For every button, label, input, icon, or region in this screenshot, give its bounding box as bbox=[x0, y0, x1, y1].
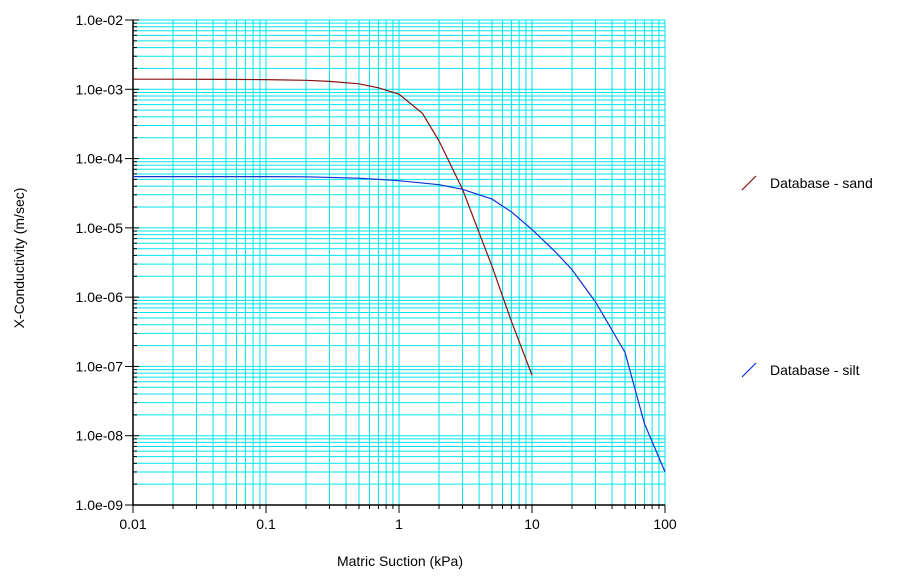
x-axis-ticks: 0.01 0.1 1 10 100 bbox=[119, 505, 677, 532]
legend-label-1: Database - sand bbox=[770, 175, 873, 191]
y-tick-label: 1.0e-05 bbox=[76, 220, 124, 236]
legend: Database - sand Database - silt bbox=[741, 175, 873, 378]
y-tick-label: 1.0e-07 bbox=[76, 358, 124, 374]
legend-swatch-2 bbox=[741, 362, 757, 378]
x-tick-label: 100 bbox=[653, 516, 677, 532]
y-axis-ticks: 1.0e-09 1.0e-08 1.0e-07 1.0e-06 1.0e-05 1.0e-… bbox=[76, 12, 139, 513]
y-tick-label: 1.0e-04 bbox=[76, 151, 124, 167]
y-tick-label: 1.0e-09 bbox=[76, 497, 124, 513]
x-axis-title: Matric Suction (kPa) bbox=[337, 553, 463, 569]
x-tick-label: 0.01 bbox=[119, 516, 146, 532]
legend-label-2: Database - silt bbox=[770, 362, 860, 378]
y-axis-title: X-Conductivity (m/sec) bbox=[11, 188, 27, 329]
y-tick-label: 1.0e-06 bbox=[76, 289, 124, 305]
series-layer bbox=[133, 78, 666, 473]
series-line-1 bbox=[133, 78, 533, 376]
x-tick-label: 10 bbox=[524, 516, 540, 532]
x-tick-label: 1 bbox=[395, 516, 403, 532]
y-tick-label: 1.0e-08 bbox=[76, 428, 124, 444]
x-tick-label: 0.1 bbox=[256, 516, 276, 532]
y-tick-label: 1.0e-02 bbox=[76, 12, 124, 28]
grid bbox=[133, 19, 666, 505]
series-line-2 bbox=[133, 176, 666, 473]
legend-swatch-1 bbox=[741, 175, 757, 191]
y-tick-label: 1.0e-03 bbox=[76, 81, 124, 97]
